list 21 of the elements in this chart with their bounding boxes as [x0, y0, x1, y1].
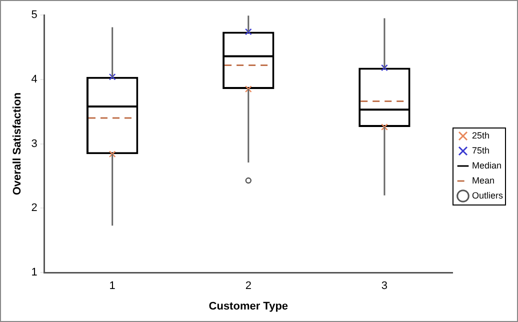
y-axis-title: Overall Satisfaction — [12, 92, 24, 196]
x-axis-title: Customer Type — [208, 300, 288, 312]
text: Mean — [472, 175, 495, 186]
point — [108, 150, 116, 158]
point — [108, 73, 116, 80]
legend-label: 75th — [472, 145, 490, 156]
x-tick-label: 2 — [245, 280, 252, 292]
legend-label: Median — [472, 160, 502, 170]
legend-label: Outliers — [472, 190, 504, 200]
y-tick-label: 5 — [31, 9, 38, 22]
y-tick-label: 4 — [31, 73, 38, 86]
point — [381, 64, 388, 72]
legend-label: 25th — [472, 130, 490, 140]
point — [381, 124, 388, 130]
y-tick-label: 3 — [31, 138, 38, 150]
y-tick-label: 1 — [31, 266, 38, 279]
point — [244, 86, 252, 92]
x-tick-label: 3 — [381, 280, 388, 292]
y-tick-label: 2 — [31, 202, 38, 214]
x-tick-label: 1 — [109, 280, 116, 292]
point — [244, 28, 252, 36]
